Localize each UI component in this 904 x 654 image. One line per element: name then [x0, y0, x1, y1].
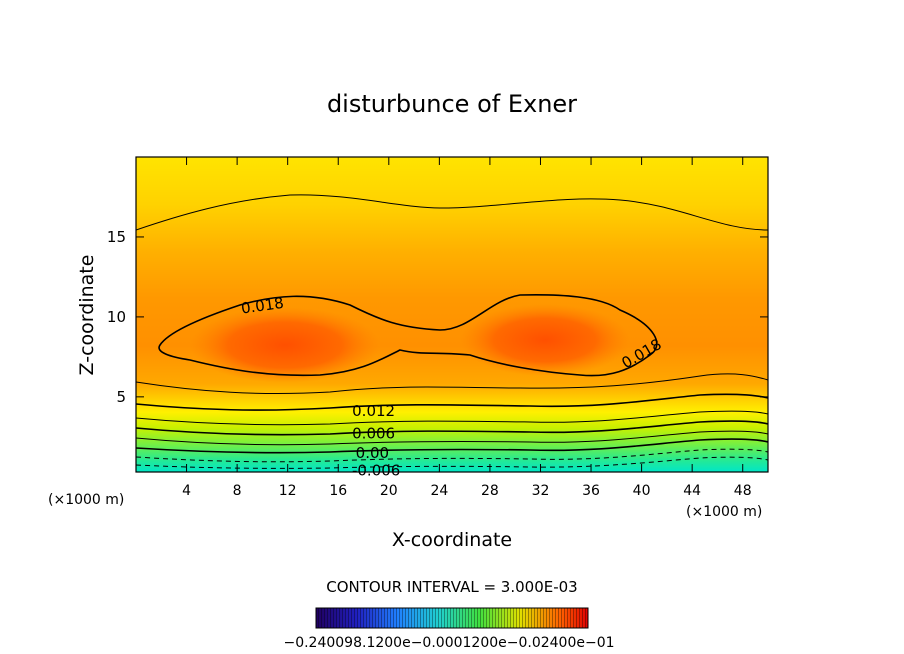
contour-label: 0.012	[352, 402, 395, 420]
contour-label: 0.006	[352, 425, 395, 443]
contour-line	[158, 294, 658, 377]
chart-title: disturbunce of Exner	[327, 90, 577, 118]
contour-line	[136, 194, 768, 231]
contour-line	[136, 420, 768, 436]
contour-line	[136, 373, 768, 395]
colorbar-frame	[315, 607, 589, 629]
x-tick-label: 20	[380, 483, 398, 499]
colorbar	[315, 607, 589, 629]
y-tick-label: 10	[107, 308, 126, 326]
contour-line	[136, 410, 768, 426]
x-unit-left: (×1000 m)	[48, 492, 124, 508]
contour-line	[136, 393, 768, 411]
contour-interval-text: CONTOUR INTERVAL = 3.000E-03	[326, 578, 577, 596]
contour-line	[136, 438, 768, 454]
x-tick-label: 28	[481, 483, 499, 499]
contour-label: 0.018	[240, 294, 285, 318]
x-tick-label: 16	[329, 483, 347, 499]
x-unit-right: (×1000 m)	[686, 504, 762, 520]
x-tick-label: 8	[233, 483, 242, 499]
contour-lines	[136, 194, 768, 469]
contour-label: -0.006	[352, 461, 400, 479]
colorbar-stripes	[316, 608, 588, 628]
x-axis-label: X-coordinate	[392, 529, 512, 551]
contour-field	[136, 157, 768, 472]
x-tick-label: 40	[633, 483, 651, 499]
x-tick-label: 36	[582, 483, 600, 499]
y-tick-label: 5	[116, 388, 126, 406]
max-region-left	[190, 307, 380, 383]
x-tick-label: 44	[683, 483, 701, 499]
colorbar-labels: −0.240098.1200e−0.0001200e−0.02400e−01	[283, 635, 614, 651]
y-tick-label: 15	[107, 228, 126, 246]
x-tick-label: 4	[182, 483, 191, 499]
max-region-right	[460, 304, 630, 376]
x-tick-label: 24	[430, 483, 448, 499]
contour-label: 0.00	[356, 444, 389, 462]
y-axis-label: Z-coordinate	[76, 255, 98, 376]
x-tick-label: 12	[279, 483, 297, 499]
x-tick-label: 48	[734, 483, 752, 499]
contour-line	[136, 430, 768, 446]
plot-frame	[135, 156, 769, 473]
x-tick-label: 32	[532, 483, 550, 499]
